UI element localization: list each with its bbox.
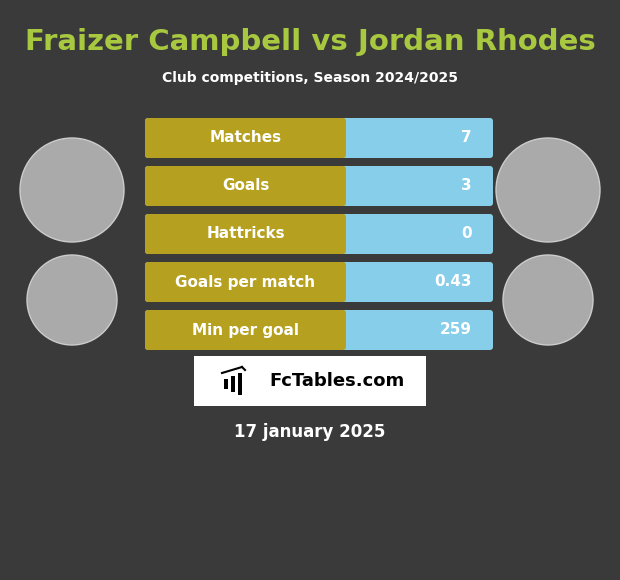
Bar — [337, 169, 343, 203]
Bar — [337, 313, 343, 347]
FancyBboxPatch shape — [194, 356, 426, 406]
Text: 17 january 2025: 17 january 2025 — [234, 423, 386, 441]
Text: Matches: Matches — [210, 130, 281, 146]
Bar — [238, 373, 242, 395]
Bar — [224, 379, 228, 389]
Text: 7: 7 — [461, 130, 472, 146]
Text: Goals per match: Goals per match — [175, 274, 316, 289]
FancyBboxPatch shape — [145, 166, 493, 206]
FancyBboxPatch shape — [145, 310, 346, 350]
Circle shape — [503, 255, 593, 345]
FancyBboxPatch shape — [145, 262, 493, 302]
Bar — [337, 217, 343, 251]
Text: 0: 0 — [461, 227, 472, 241]
Text: Hattricks: Hattricks — [206, 227, 285, 241]
FancyBboxPatch shape — [145, 214, 493, 254]
Bar — [337, 265, 343, 299]
Bar — [231, 376, 235, 392]
Text: 0.43: 0.43 — [435, 274, 472, 289]
FancyBboxPatch shape — [145, 262, 346, 302]
Text: 259: 259 — [440, 322, 472, 338]
FancyBboxPatch shape — [145, 118, 493, 158]
Circle shape — [20, 138, 124, 242]
Text: Fraizer Campbell vs Jordan Rhodes: Fraizer Campbell vs Jordan Rhodes — [25, 28, 595, 56]
Circle shape — [496, 138, 600, 242]
Text: Goals: Goals — [222, 179, 269, 194]
Text: Min per goal: Min per goal — [192, 322, 299, 338]
Bar — [337, 121, 343, 155]
Circle shape — [27, 255, 117, 345]
Text: Club competitions, Season 2024/2025: Club competitions, Season 2024/2025 — [162, 71, 458, 85]
FancyBboxPatch shape — [145, 166, 346, 206]
Text: 3: 3 — [461, 179, 472, 194]
FancyBboxPatch shape — [145, 118, 346, 158]
FancyBboxPatch shape — [145, 214, 346, 254]
FancyBboxPatch shape — [145, 310, 493, 350]
Text: FcTables.com: FcTables.com — [270, 372, 405, 390]
